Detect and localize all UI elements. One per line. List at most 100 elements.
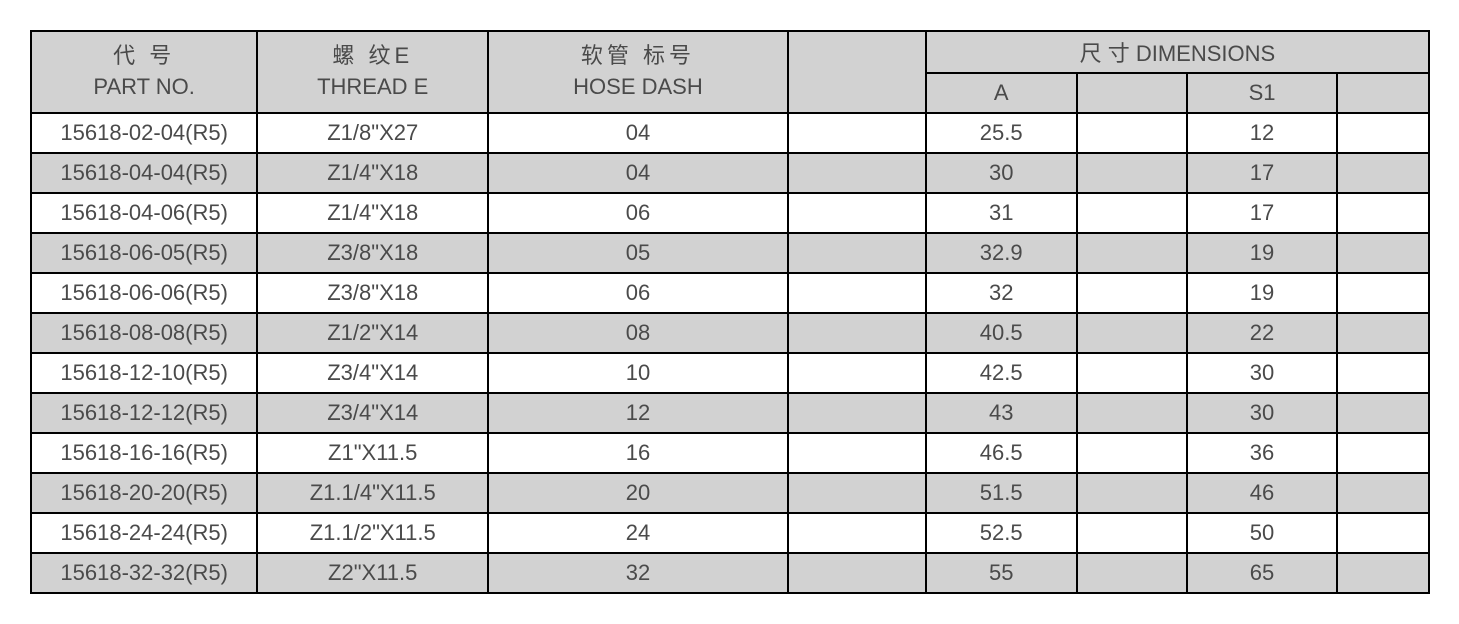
cell-blank-1 (788, 233, 926, 273)
header-thread-en: THREAD E (266, 72, 479, 103)
cell-blank-1 (788, 473, 926, 513)
cell-s1: 19 (1187, 273, 1337, 313)
table-row: 15618-12-12(R5)Z3/4"X1412 43 30 (31, 393, 1429, 433)
cell-thread: Z1/8"X27 (257, 113, 488, 153)
cell-blank-2 (1077, 513, 1188, 553)
cell-blank-3 (1337, 233, 1429, 273)
cell-hose: 04 (488, 113, 788, 153)
cell-a: 46.5 (926, 433, 1077, 473)
cell-a: 43 (926, 393, 1077, 433)
cell-hose: 20 (488, 473, 788, 513)
cell-blank-3 (1337, 353, 1429, 393)
cell-partno: 15618-04-06(R5) (31, 193, 257, 233)
cell-a: 42.5 (926, 353, 1077, 393)
header-a: A (926, 73, 1077, 113)
header-thread: 螺 纹E THREAD E (257, 31, 488, 113)
table-row: 15618-02-04(R5)Z1/8"X270425.512 (31, 113, 1429, 153)
cell-thread: Z3/8"X18 (257, 233, 488, 273)
cell-blank-3 (1337, 553, 1429, 593)
table-row: 15618-12-10(R5)Z3/4"X141042.530 (31, 353, 1429, 393)
cell-blank-3 (1337, 193, 1429, 233)
table-row: 15618-24-24(R5)Z1.1/2"X11.52452.550 (31, 513, 1429, 553)
header-s1: S1 (1187, 73, 1337, 113)
cell-partno: 15618-04-04(R5) (31, 153, 257, 193)
cell-partno: 15618-12-12(R5) (31, 393, 257, 433)
header-partno-en: PART NO. (40, 72, 248, 103)
cell-thread: Z3/8"X18 (257, 273, 488, 313)
cell-blank-1 (788, 393, 926, 433)
cell-partno: 15618-20-20(R5) (31, 473, 257, 513)
cell-s1: 30 (1187, 353, 1337, 393)
cell-blank-2 (1077, 113, 1188, 153)
cell-thread: Z3/4"X14 (257, 353, 488, 393)
cell-a: 52.5 (926, 513, 1077, 553)
header-blank-3 (1337, 73, 1429, 113)
cell-a: 31 (926, 193, 1077, 233)
cell-hose: 32 (488, 553, 788, 593)
table-row: 15618-32-32(R5)Z2"X11.532 55 65 (31, 553, 1429, 593)
cell-partno: 15618-06-05(R5) (31, 233, 257, 273)
cell-hose: 12 (488, 393, 788, 433)
header-dimensions: 尺 寸 DIMENSIONS (926, 31, 1429, 73)
cell-blank-3 (1337, 153, 1429, 193)
header-hose: 软管 标号 HOSE DASH (488, 31, 788, 113)
cell-thread: Z2"X11.5 (257, 553, 488, 593)
cell-hose: 24 (488, 513, 788, 553)
table-row: 15618-06-05(R5)Z3/8"X180532.919 (31, 233, 1429, 273)
cell-a: 55 (926, 553, 1077, 593)
cell-hose: 05 (488, 233, 788, 273)
cell-partno: 15618-32-32(R5) (31, 553, 257, 593)
cell-a: 51.5 (926, 473, 1077, 513)
cell-blank-1 (788, 193, 926, 233)
cell-s1: 30 (1187, 393, 1337, 433)
cell-hose: 06 (488, 193, 788, 233)
cell-s1: 36 (1187, 433, 1337, 473)
cell-thread: Z1"X11.5 (257, 433, 488, 473)
table-body: 15618-02-04(R5)Z1/8"X270425.51215618-04-… (31, 113, 1429, 593)
cell-blank-1 (788, 153, 926, 193)
header-thread-cn: 螺 纹E (266, 41, 479, 72)
cell-blank-3 (1337, 433, 1429, 473)
header-hose-en: HOSE DASH (497, 72, 779, 103)
table-row: 15618-04-06(R5)Z1/4"X1806 31 17 (31, 193, 1429, 233)
cell-s1: 50 (1187, 513, 1337, 553)
cell-blank-2 (1077, 393, 1188, 433)
cell-blank-2 (1077, 313, 1188, 353)
table-row: 15618-06-06(R5)Z3/8"X18063219 (31, 273, 1429, 313)
cell-blank-2 (1077, 233, 1188, 273)
cell-hose: 10 (488, 353, 788, 393)
cell-hose: 06 (488, 273, 788, 313)
cell-blank-1 (788, 353, 926, 393)
cell-blank-2 (1077, 433, 1188, 473)
cell-blank-2 (1077, 273, 1188, 313)
cell-hose: 08 (488, 313, 788, 353)
cell-partno: 15618-24-24(R5) (31, 513, 257, 553)
table-row: 15618-20-20(R5)Z1.1/4"X11.520 51.5 46 (31, 473, 1429, 513)
table-row: 15618-04-04(R5)Z1/4"X18043017 (31, 153, 1429, 193)
header-partno: 代 号 PART NO. (31, 31, 257, 113)
cell-blank-2 (1077, 353, 1188, 393)
cell-thread: Z1/2"X14 (257, 313, 488, 353)
cell-a: 30 (926, 153, 1077, 193)
cell-blank-1 (788, 113, 926, 153)
cell-thread: Z1/4"X18 (257, 193, 488, 233)
cell-blank-2 (1077, 473, 1188, 513)
cell-blank-3 (1337, 513, 1429, 553)
cell-blank-1 (788, 513, 926, 553)
cell-thread: Z3/4"X14 (257, 393, 488, 433)
cell-blank-1 (788, 313, 926, 353)
cell-s1: 22 (1187, 313, 1337, 353)
cell-thread: Z1.1/4"X11.5 (257, 473, 488, 513)
cell-blank-3 (1337, 273, 1429, 313)
cell-a: 40.5 (926, 313, 1077, 353)
cell-partno: 15618-02-04(R5) (31, 113, 257, 153)
cell-s1: 17 (1187, 193, 1337, 233)
header-blank-2 (1077, 73, 1188, 113)
cell-blank-2 (1077, 553, 1188, 593)
header-hose-cn: 软管 标号 (497, 41, 779, 72)
cell-hose: 16 (488, 433, 788, 473)
cell-blank-3 (1337, 473, 1429, 513)
cell-partno: 15618-06-06(R5) (31, 273, 257, 313)
cell-s1: 65 (1187, 553, 1337, 593)
cell-s1: 46 (1187, 473, 1337, 513)
